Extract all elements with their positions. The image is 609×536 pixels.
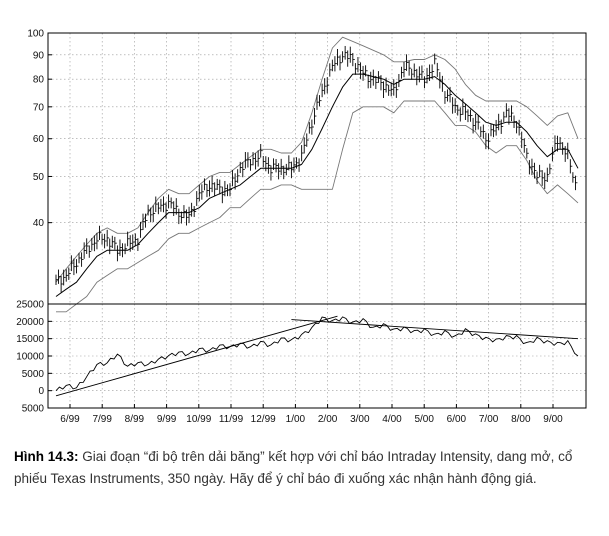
x-tick-label: 9/00 xyxy=(543,414,563,425)
price-tick-label: 40 xyxy=(33,218,45,229)
indicator-tick-label: 5000 xyxy=(22,369,45,380)
x-tick-label: 4/00 xyxy=(382,414,402,425)
x-tick-label: 3/00 xyxy=(350,414,370,425)
x-tick-label: 5/00 xyxy=(414,414,434,425)
x-tick-label: 1/00 xyxy=(286,414,306,425)
x-tick-label: 12/99 xyxy=(251,414,276,425)
chart-figure: 40 50 60 70 80 90 100 5000 0 5000 10000 15000 20000… xyxy=(16,29,587,425)
price-tick-label: 70 xyxy=(33,102,45,113)
x-tick-label: 7/00 xyxy=(479,414,499,425)
x-axis: 6/99 7/99 8/99 9/99 10/99 11/99 12/99 1/00 2/00 3… xyxy=(60,404,563,425)
indicator-tick-label: 5000 xyxy=(22,404,45,415)
caption-text: Giai đoạn “đi bộ trên dải băng” kết hợp … xyxy=(14,449,573,486)
indicator-tick-label: 10000 xyxy=(16,352,44,363)
indicator-tick-label: 25000 xyxy=(16,300,44,311)
price-panel: 40 50 60 70 80 90 100 xyxy=(27,29,587,313)
price-tick-label: 100 xyxy=(27,29,44,40)
figure-caption: Hình 14.3: Giai đoạn “đi bộ trên dải băn… xyxy=(14,446,599,490)
indicator-tick-label: 20000 xyxy=(16,317,44,328)
intraday-intensity-panel: 5000 0 5000 10000 15000 20000 25000 xyxy=(16,300,587,415)
price-tick-label: 80 xyxy=(33,75,45,86)
downtrend-line xyxy=(291,319,579,340)
x-tick-label: 6/00 xyxy=(447,414,467,425)
x-tick-label: 6/99 xyxy=(60,414,80,425)
x-tick-label: 11/99 xyxy=(219,414,244,425)
price-tick-label: 50 xyxy=(33,172,45,183)
indicator-tick-label: 15000 xyxy=(16,334,44,345)
price-tick-label: 60 xyxy=(33,134,45,145)
x-tick-label: 7/99 xyxy=(92,414,112,425)
indicator-panel-frame xyxy=(47,303,587,409)
x-tick-label: 8/99 xyxy=(125,414,145,425)
intraday-intensity-line xyxy=(55,316,579,392)
price-tick-label: 90 xyxy=(33,50,45,61)
x-tick-label: 2/00 xyxy=(318,414,338,425)
price-panel-frame xyxy=(47,32,587,305)
x-tick-label: 10/99 xyxy=(186,414,211,425)
x-tick-label: 9/99 xyxy=(157,414,177,425)
caption-label: Hình 14.3: xyxy=(14,449,79,464)
x-tick-label: 8/00 xyxy=(511,414,531,425)
lower-band-line xyxy=(56,100,579,313)
indicator-tick-label: 0 xyxy=(38,386,44,397)
uptrend-line xyxy=(55,315,338,397)
